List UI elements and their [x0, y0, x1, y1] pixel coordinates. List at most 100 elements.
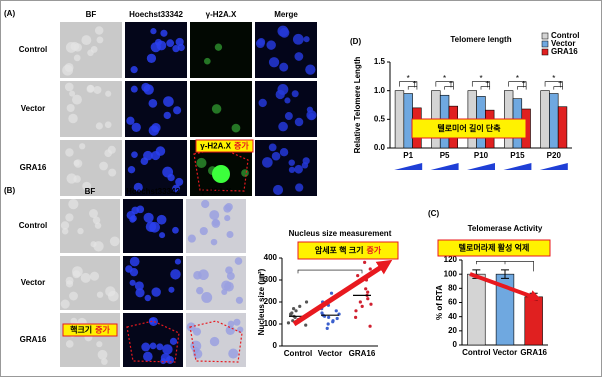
- x-tick-label: P15: [510, 151, 525, 160]
- nucleus: [166, 39, 175, 48]
- significance: *: [552, 74, 555, 83]
- legend-label: Vector: [551, 39, 575, 48]
- nucleus: [173, 106, 182, 115]
- nucleus: [292, 33, 304, 45]
- ramp: [467, 163, 495, 170]
- nucleus: [141, 342, 151, 352]
- nucleus: [148, 99, 158, 108]
- point: [368, 267, 372, 271]
- nucleus: [71, 94, 82, 105]
- annotation-part: γ-H2A.X: [200, 142, 231, 151]
- nucleus: [155, 146, 166, 156]
- y-tick-label: 1.5: [374, 57, 386, 66]
- nucleus: [156, 343, 164, 351]
- nucleus: [196, 157, 207, 169]
- point: [366, 290, 370, 294]
- nucleus: [68, 113, 78, 124]
- point: [298, 304, 302, 308]
- annotation-part: 핵크기: [70, 325, 92, 335]
- x-tick-label: Control: [284, 349, 312, 358]
- nucleus: [279, 62, 289, 72]
- nucleus: [150, 28, 157, 35]
- nucleus: [92, 216, 101, 225]
- nucleus: [60, 221, 70, 230]
- x-tick-label: GRA16: [520, 348, 547, 357]
- nucleus: [133, 182, 143, 192]
- trend-arrow: [292, 259, 393, 327]
- bracket: [480, 86, 491, 90]
- chart-title: Telomere length: [450, 35, 511, 44]
- nucleus: [129, 256, 140, 267]
- point: [356, 274, 360, 278]
- nucleus: [61, 228, 69, 235]
- nucleus: [69, 291, 78, 301]
- point: [369, 302, 373, 306]
- nucleus: [306, 106, 313, 113]
- nucleus: [130, 66, 138, 74]
- point: [325, 326, 329, 330]
- bar: [394, 90, 405, 149]
- column-header: Hoechst33342: [126, 187, 180, 196]
- nucleus: [104, 121, 112, 129]
- point: [326, 322, 330, 326]
- nucleus: [65, 280, 74, 288]
- row-label: Control: [19, 45, 47, 54]
- y-axis-label: Nucleus size (㎛²): [257, 268, 267, 335]
- nucleus: [97, 349, 108, 360]
- x-tick-label: Vector: [318, 349, 342, 358]
- point: [364, 287, 368, 291]
- nucleus: [175, 177, 184, 186]
- ramp: [503, 163, 532, 170]
- nucleus: [99, 161, 108, 171]
- x-tick-label: P1: [403, 151, 413, 160]
- point: [327, 315, 331, 319]
- y-tick-label: 0.0: [374, 143, 386, 152]
- nucleus: [224, 215, 231, 222]
- nucleus: [237, 326, 244, 333]
- micrograph: [190, 22, 252, 78]
- nucleus: [266, 40, 276, 50]
- nucleus: [199, 226, 208, 236]
- micrograph: [60, 199, 120, 253]
- nucleus: [130, 215, 137, 222]
- nucleus: [151, 287, 161, 297]
- nucleus: [89, 271, 100, 281]
- point: [354, 309, 358, 313]
- nucleus: [149, 342, 157, 350]
- nucleus: [94, 26, 104, 35]
- bar: [549, 93, 559, 149]
- nucleus: [129, 267, 139, 277]
- legend-swatch: [541, 40, 549, 48]
- bracket: [553, 86, 563, 90]
- column-header: Hoechst33342: [129, 10, 183, 19]
- legend-label: GRA16: [551, 47, 578, 56]
- y-axis-label: % of RTA: [435, 285, 444, 320]
- y-tick-label: 0: [453, 340, 458, 349]
- x-tick-label: P5: [440, 151, 450, 160]
- nucleus: [262, 157, 273, 168]
- x-tick-label: Vector: [493, 348, 517, 357]
- nucleus: [233, 318, 241, 326]
- nucleus: [95, 122, 103, 130]
- significance: *: [443, 74, 446, 83]
- nucleus: [291, 90, 299, 98]
- nucleus: [156, 214, 167, 225]
- point: [290, 311, 294, 315]
- annotation-box: [437, 239, 551, 257]
- significance: *: [407, 74, 410, 83]
- nucleus: [144, 294, 152, 302]
- point: [358, 300, 362, 304]
- nucleus: [80, 272, 91, 283]
- nucleus: [211, 104, 222, 114]
- bar: [524, 296, 543, 346]
- point: [360, 304, 364, 308]
- nucleus: [302, 157, 310, 165]
- nucleus: [159, 232, 166, 239]
- nucleus: [234, 257, 243, 265]
- x-tick-label: Control: [462, 348, 490, 357]
- point: [331, 320, 335, 324]
- significance: †: [412, 80, 416, 89]
- bar: [467, 273, 486, 346]
- bracket: [476, 261, 534, 272]
- nucleus: [141, 82, 151, 92]
